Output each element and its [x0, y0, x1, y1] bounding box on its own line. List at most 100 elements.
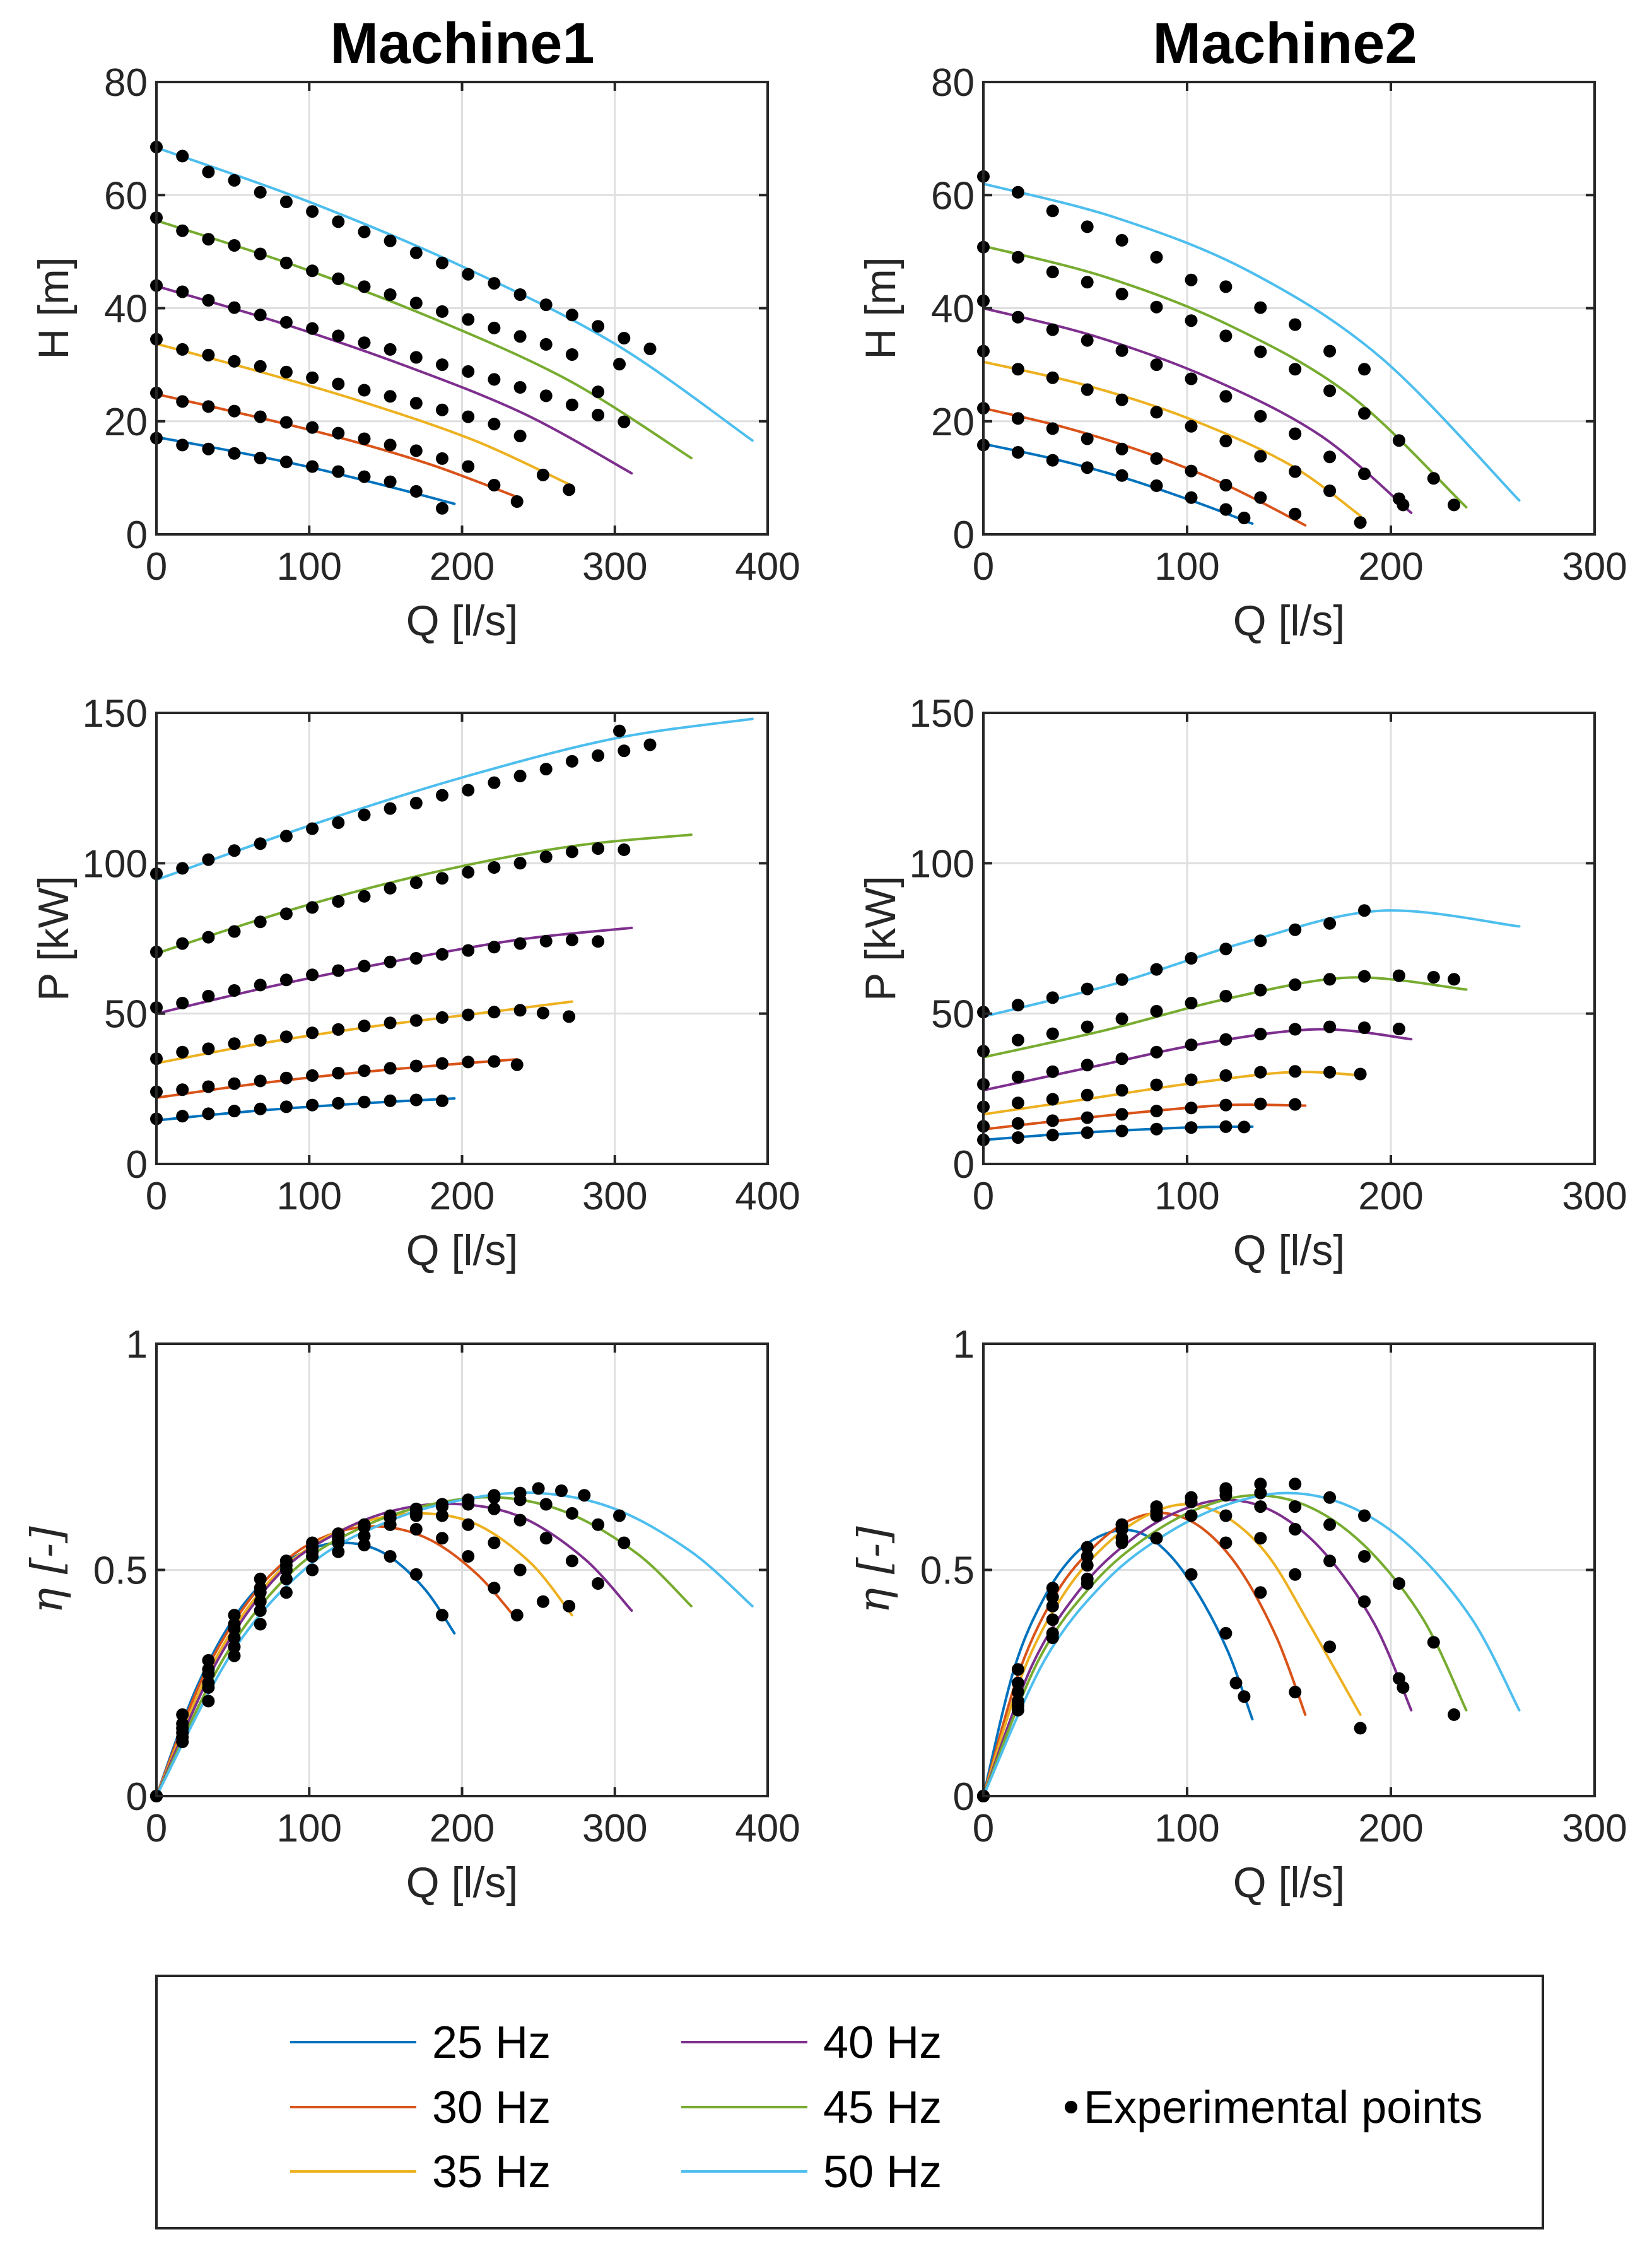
- x-tick-label: 200: [1358, 545, 1423, 589]
- experimental-point: [1219, 280, 1233, 293]
- experimental-point: [176, 1708, 189, 1721]
- experimental-point: [1011, 1033, 1024, 1047]
- experimental-point: [513, 288, 527, 301]
- experimental-point: [565, 1507, 578, 1520]
- experimental-point: [358, 225, 371, 238]
- experimental-point: [1238, 1690, 1251, 1703]
- experimental-point: [384, 1550, 397, 1563]
- y-tick-label: 0: [953, 1775, 975, 1819]
- experimental-point: [228, 1640, 241, 1654]
- experimental-point: [1150, 1045, 1163, 1059]
- experimental-point: [409, 297, 423, 310]
- experimental-point: [279, 256, 293, 269]
- experimental-point: [409, 485, 423, 498]
- experimental-point: [618, 744, 631, 758]
- x-tick-label: 0: [973, 1807, 994, 1850]
- experimental-point: [592, 842, 605, 855]
- experimental-point: [1289, 1023, 1302, 1036]
- experimental-point: [1254, 450, 1267, 463]
- experimental-point: [1358, 1509, 1371, 1522]
- legend-label-35hz: 35 Hz: [432, 2147, 551, 2197]
- curve-35hz: [155, 343, 573, 487]
- experimental-point: [332, 377, 345, 391]
- experimental-point: [1448, 1708, 1461, 1721]
- experimental-point: [279, 907, 293, 920]
- experimental-point: [563, 1010, 576, 1023]
- experimental-point: [254, 185, 267, 199]
- experimental-point: [254, 247, 267, 261]
- y-tick-label: 60: [104, 174, 148, 218]
- experimental-point: [384, 343, 397, 356]
- experimental-point: [176, 1736, 189, 1748]
- experimental-point: [384, 802, 397, 815]
- experimental-point: [384, 234, 397, 247]
- experimental-point: [1323, 450, 1337, 464]
- experimental-point: [279, 1586, 293, 1599]
- experimental-point: [176, 395, 189, 408]
- experimental-point: [202, 1654, 215, 1667]
- experimental-point: [202, 853, 215, 866]
- experimental-point: [332, 895, 345, 908]
- experimental-point: [436, 305, 448, 318]
- experimental-point: [563, 483, 576, 496]
- experimental-point: [488, 861, 501, 874]
- legend-box: [155, 1975, 1544, 2229]
- experimental-point: [1354, 516, 1367, 529]
- experimental-point: [384, 1062, 397, 1075]
- experimental-point: [1150, 1004, 1163, 1018]
- experimental-point: [306, 901, 319, 914]
- experimental-point: [1289, 1065, 1302, 1078]
- x-tick-label: 400: [735, 1807, 800, 1850]
- experimental-point: [436, 1011, 448, 1024]
- experimental-point: [1397, 498, 1410, 512]
- experimental-point: [1011, 1071, 1024, 1084]
- experimental-point: [358, 432, 371, 445]
- experimental-point: [436, 1500, 448, 1513]
- x-tick-label: 200: [430, 1807, 495, 1850]
- x-tick-label: 400: [735, 545, 800, 589]
- experimental-point: [306, 264, 319, 278]
- experimental-point: [384, 955, 397, 968]
- experimental-point: [1115, 1012, 1128, 1025]
- experimental-point: [202, 1695, 215, 1708]
- experimental-point: [1254, 1097, 1267, 1110]
- experimental-point: [1289, 465, 1302, 478]
- experimental-point: [462, 1493, 475, 1507]
- experimental-point: [1427, 971, 1440, 984]
- experimental-point: [228, 173, 241, 187]
- experimental-point: [536, 1595, 549, 1608]
- experimental-point: [488, 1536, 501, 1549]
- experimental-point: [1448, 498, 1461, 512]
- experimental-point: [1358, 1550, 1371, 1563]
- curve-45hz: [982, 1494, 1468, 1797]
- experimental-point: [228, 447, 241, 460]
- x-tick-label: 300: [582, 545, 647, 589]
- experimental-point: [1046, 1027, 1059, 1040]
- y-axis-label: H [m]: [30, 257, 78, 359]
- experimental-point: [306, 421, 319, 434]
- experimental-point: [228, 1105, 241, 1118]
- legend-label-45hz: 45 Hz: [823, 2082, 942, 2133]
- y-tick-label: 0: [126, 1775, 148, 1819]
- experimental-point: [254, 360, 267, 373]
- experimental-point: [1323, 485, 1337, 497]
- experimental-point: [488, 1055, 501, 1068]
- experimental-point: [1046, 371, 1059, 384]
- experimental-point: [228, 1622, 241, 1635]
- experimental-point: [1354, 1722, 1367, 1735]
- experimental-point: [1150, 358, 1163, 372]
- experimental-point: [384, 438, 397, 452]
- experimental-point: [1254, 984, 1267, 997]
- experimental-point: [306, 1069, 319, 1082]
- experimental-point: [228, 1649, 241, 1662]
- experimental-point: [1354, 1067, 1367, 1081]
- experimental-point: [358, 890, 371, 903]
- experimental-point: [358, 280, 371, 293]
- experimental-point: [358, 1064, 371, 1078]
- experimental-point: [1254, 409, 1267, 423]
- x-tick-label: 300: [1562, 1175, 1627, 1218]
- experimental-point: [1392, 969, 1405, 982]
- experimental-point: [1185, 1491, 1198, 1504]
- experimental-point: [513, 1004, 527, 1017]
- experimental-point: [254, 837, 267, 850]
